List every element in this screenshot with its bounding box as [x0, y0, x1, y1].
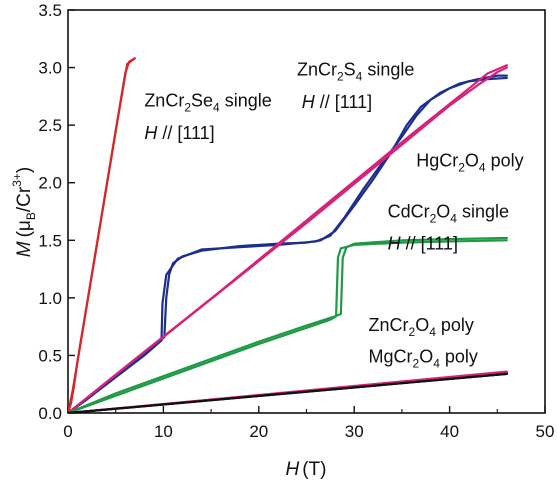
x-tick-label: 40: [440, 422, 459, 441]
y-axis-title: M(μB/Cr3+): [10, 167, 38, 257]
annotation-6: H // [111]: [388, 233, 458, 253]
y-tick-label: 1.0: [38, 289, 62, 308]
series-2-down-sweep: [68, 64, 508, 413]
x-axis-ticks: 0 10 20 30 40 50: [63, 406, 554, 441]
annotation-2: ZnCr2S4 single: [297, 60, 414, 84]
series-3-down-sweep: [68, 236, 508, 413]
series-0-down-sweep: [68, 57, 136, 413]
y-tick-label: 2.5: [38, 116, 62, 135]
y-tick-label: 0.5: [38, 346, 62, 365]
annotations: ZnCr2Se4 single H // [111] ZnCr2S4 single H…: [144, 60, 523, 371]
x-tick-label: 20: [249, 422, 268, 441]
series-1-down-sweep: [68, 76, 508, 413]
annotation-1: H // [111]: [144, 123, 214, 143]
y-tick-label: 3.5: [38, 1, 62, 20]
y-axis-ticks: 0.0 0.5 1.0 1.5 2.0 2.5 3.0 3.5: [38, 1, 75, 423]
annotation-8: MgCr2O4 poly: [369, 346, 478, 370]
y-tick-label: 2.0: [38, 174, 62, 193]
annotation-3: H // [111]: [302, 92, 372, 112]
series-5-down-sweep: [68, 372, 508, 413]
x-tick-label: 0: [63, 422, 72, 441]
x-tick-label: 50: [536, 422, 555, 441]
annotation-5: CdCr2O4 single: [388, 201, 509, 225]
annotation-0: ZnCr2Se4 single: [144, 91, 271, 115]
annotation-7: ZnCr2O4 poly: [369, 315, 474, 339]
annotation-4: HgCr2O4 poly: [416, 151, 523, 175]
x-axis-title: H (T): [286, 459, 327, 480]
y-tick-label: 1.5: [38, 231, 62, 250]
y-tick-label: 3.0: [38, 59, 62, 78]
y-tick-label: 0.0: [38, 404, 62, 423]
x-tick-label: 10: [154, 422, 173, 441]
x-tick-label: 30: [345, 422, 364, 441]
series-layer: [68, 57, 508, 413]
